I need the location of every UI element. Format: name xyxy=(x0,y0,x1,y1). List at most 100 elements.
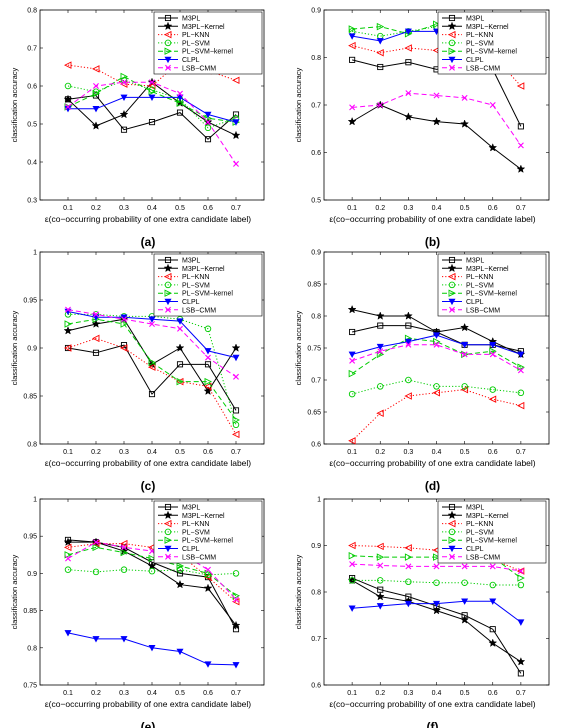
data-point xyxy=(148,391,156,398)
data-point xyxy=(461,350,469,359)
data-point xyxy=(517,351,525,359)
legend-entry: PL−KNN xyxy=(466,521,493,528)
data-point xyxy=(375,591,385,601)
series-pl-svm xyxy=(348,577,525,589)
data-point xyxy=(231,343,241,352)
data-point xyxy=(204,136,212,143)
legend-swatch-marker xyxy=(164,14,172,22)
legend-swatch-marker xyxy=(163,30,172,39)
data-point xyxy=(377,562,384,569)
legend-swatch-marker xyxy=(447,21,457,31)
y-axis-label: classification accuracy xyxy=(10,67,19,142)
data-point xyxy=(147,82,156,90)
data-point xyxy=(489,626,496,633)
y-tick-label: 0.6 xyxy=(311,150,321,157)
data-point xyxy=(517,367,524,374)
data-point xyxy=(63,61,72,69)
y-tick-label: 0.85 xyxy=(23,394,37,401)
data-point xyxy=(489,341,497,349)
data-point xyxy=(120,566,128,573)
data-point xyxy=(148,94,156,102)
x-tick-label: 0.7 xyxy=(516,690,526,697)
legend-swatch-marker xyxy=(163,272,172,281)
legend-swatch-marker xyxy=(164,528,172,536)
data-point xyxy=(517,142,524,149)
y-axis-label: classification accuracy xyxy=(10,310,19,385)
legend-swatch-marker xyxy=(448,39,456,47)
x-tick-label: 0.6 xyxy=(203,205,213,212)
data-point xyxy=(120,636,128,643)
y-tick-label: 0.8 xyxy=(27,442,37,449)
data-point xyxy=(461,351,468,358)
legend-entry: PL−SVM−kernel xyxy=(182,49,233,56)
x-tick-label: 0.3 xyxy=(404,690,414,697)
data-point xyxy=(204,348,212,355)
data-point xyxy=(376,603,384,610)
legend-entry: CLPL xyxy=(466,57,484,64)
y-tick-label: 0.4 xyxy=(27,160,37,167)
data-point xyxy=(376,553,385,561)
legend-swatch-marker xyxy=(164,39,172,47)
legend-entry: LSB−CMM xyxy=(182,307,216,314)
legend-swatch-marker xyxy=(163,21,173,31)
legend-swatch-marker xyxy=(448,503,456,511)
series-pl-knn xyxy=(348,385,525,445)
data-point xyxy=(232,570,240,577)
data-point xyxy=(489,563,496,570)
data-point xyxy=(405,578,412,586)
data-point xyxy=(232,111,240,118)
data-point xyxy=(175,579,185,589)
data-point xyxy=(377,577,384,584)
data-point xyxy=(65,555,71,562)
series-line xyxy=(351,389,521,442)
x-axis-label: ε(co−occurring probability of one extra … xyxy=(45,214,251,224)
legend-entry: M3PL−Kernel xyxy=(182,24,225,31)
x-tick-label: 0.2 xyxy=(91,205,101,212)
data-point xyxy=(63,94,73,104)
legend-entry: PL−SVM xyxy=(466,282,494,289)
legend-entry: PL−SVM xyxy=(466,40,494,47)
data-point xyxy=(121,79,127,86)
data-point xyxy=(177,325,183,332)
series-clpl xyxy=(64,308,240,362)
legend-entry: CLPL xyxy=(182,546,200,553)
x-tick-label: 0.2 xyxy=(91,449,101,456)
data-point xyxy=(119,109,129,119)
legend-swatch-marker xyxy=(165,553,171,560)
series-line xyxy=(352,45,522,87)
data-point xyxy=(404,553,413,561)
data-point xyxy=(489,347,497,355)
data-point xyxy=(516,401,525,410)
data-point xyxy=(120,320,129,328)
x-tick-label: 0.1 xyxy=(347,690,357,697)
legend-swatch-marker xyxy=(163,263,173,273)
data-point xyxy=(432,605,441,615)
legend-swatch-marker xyxy=(447,510,457,520)
y-tick-label: 0.8 xyxy=(311,590,321,597)
y-tick-label: 0.9 xyxy=(27,346,37,353)
y-tick-label: 0.9 xyxy=(27,571,37,578)
data-point xyxy=(63,344,72,352)
legend-entry: M3PL xyxy=(466,505,484,512)
data-point xyxy=(348,390,356,398)
x-tick-label: 0.7 xyxy=(516,205,526,212)
x-tick-label: 0.1 xyxy=(347,449,357,456)
data-point xyxy=(121,544,127,551)
legend-entry: CLPL xyxy=(466,299,484,306)
legend-entry: LSB−CMM xyxy=(466,307,500,314)
data-point xyxy=(176,377,185,386)
legend-swatch-marker xyxy=(164,47,173,55)
legend-swatch-marker xyxy=(165,306,171,313)
y-tick-label: 0.75 xyxy=(23,683,37,690)
legend-entry: PL−SVM xyxy=(182,40,210,47)
data-point xyxy=(204,377,213,386)
data-point xyxy=(120,94,128,102)
data-point xyxy=(348,33,356,40)
data-point xyxy=(488,395,497,403)
panel-label: (c) xyxy=(141,479,156,493)
y-tick-label: 0.5 xyxy=(311,198,321,205)
data-point xyxy=(93,539,99,546)
